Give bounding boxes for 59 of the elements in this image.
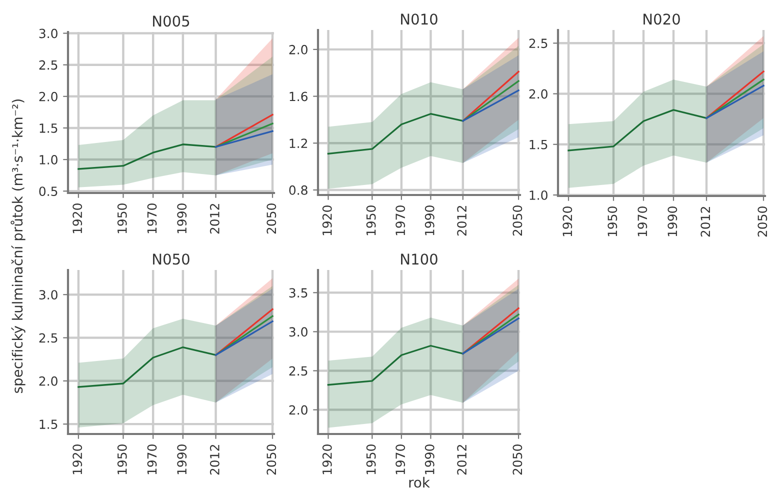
y-tick-label: 3.5 — [289, 288, 308, 298]
y-tick-label: 1.6 — [290, 92, 308, 102]
x-tick-label: 1920 — [322, 206, 332, 236]
y-tick-label: 1.0 — [530, 190, 548, 200]
x-tick-label: 1950 — [366, 444, 376, 474]
y-tick-label: 1.5 — [530, 140, 548, 150]
y-tick-label: 2.0 — [529, 89, 548, 99]
x-tick-label: 1950 — [117, 444, 127, 474]
chart-title: N020 — [644, 14, 680, 25]
x-tick-label: 2012 — [210, 204, 220, 234]
x-tick-label: 1970 — [147, 444, 157, 474]
y-tick-label: 2.5 — [39, 60, 58, 70]
y-tick-label: 1.5 — [40, 124, 58, 133]
x-tick-label: 1990 — [424, 206, 434, 236]
x-tick-label: 1970 — [396, 444, 406, 474]
y-tick-label: 0.8 — [289, 185, 308, 195]
x-tick-label: 1990 — [668, 206, 678, 236]
x-tick-label: 2050 — [266, 444, 276, 475]
y-tick-label: 2.0 — [39, 376, 58, 386]
x-tick-label: 1950 — [608, 206, 618, 236]
y-tick-label: 2.0 — [289, 405, 308, 415]
x-tick-label: 1920 — [72, 444, 82, 474]
x-tick-label: 2012 — [457, 444, 467, 475]
x-tick-label: 1990 — [177, 204, 187, 234]
x-tick-label: 1920 — [72, 204, 82, 234]
x-tick-label: 1970 — [638, 206, 648, 236]
x-tick-label: 1920 — [562, 206, 572, 236]
x-tick-label: 1970 — [396, 206, 406, 236]
y-tick-label: 3.0 — [289, 327, 308, 337]
y-tick-label: 3.0 — [39, 28, 58, 38]
x-tick-label: 2012 — [210, 444, 220, 475]
chart-title: N005 — [153, 16, 190, 27]
chart-title: N050 — [153, 254, 190, 265]
x-tick-label: 2012 — [700, 206, 710, 237]
y-tick-label: 2.5 — [39, 333, 58, 343]
y-tick-label: 2.0 — [39, 92, 58, 102]
x-tick-label: 2050 — [512, 206, 522, 236]
y-tick-label: 1.2 — [290, 138, 308, 148]
x-tick-label: 1950 — [366, 206, 376, 236]
y-tick-label: 2.5 — [289, 366, 308, 376]
x-tick-label: 1970 — [147, 204, 157, 234]
y-tick-label: 0.5 — [39, 186, 58, 196]
x-tick-label: 2050 — [266, 204, 276, 234]
x-tick-label: 1990 — [177, 444, 187, 474]
y-tick-label: 2.5 — [529, 38, 548, 48]
chart-title: N100 — [401, 254, 438, 265]
x-tick-label: 2050 — [512, 444, 522, 475]
x-tick-label: 2012 — [457, 206, 467, 236]
y-tick-label: 2.0 — [289, 44, 308, 54]
x-tick-label: 1990 — [424, 444, 434, 474]
y-tick-label: 1.5 — [40, 420, 58, 429]
x-axis-title: rok — [409, 476, 430, 488]
x-tick-label: 2050 — [758, 206, 768, 237]
y-axis-title: specifický kulminační průtok (m³·s⁻¹·km⁻²) — [10, 99, 26, 393]
x-tick-label: 1920 — [322, 444, 332, 474]
x-tick-label: 1950 — [117, 204, 127, 234]
y-tick-label: 1.0 — [40, 155, 58, 164]
chart-title: N010 — [401, 14, 438, 25]
y-tick-label: 3.0 — [39, 290, 58, 300]
